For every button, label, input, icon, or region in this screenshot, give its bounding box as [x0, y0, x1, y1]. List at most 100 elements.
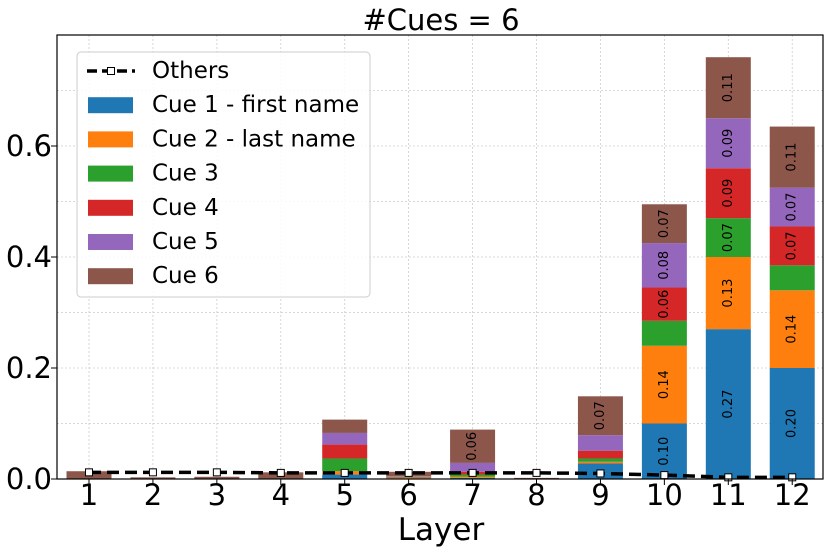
bar-segment: [641, 287, 687, 321]
legend-marker-others: [107, 67, 115, 75]
others-series-line: [89, 470, 793, 480]
x-tick-label: 6: [399, 478, 417, 512]
bar-segment: [386, 476, 432, 478]
bar-value-label: 0.06: [465, 432, 480, 461]
legend-label: Cue 2 - last name: [152, 126, 356, 152]
x-tick-label: 4: [272, 478, 290, 512]
bar-value-label: 0.10: [657, 437, 672, 466]
y-ticks: 0.0 0.2 0.4 0.6: [6, 129, 57, 496]
legend-swatch: [88, 268, 133, 285]
bar-value-label: 0.07: [785, 193, 800, 222]
bar-segment: [705, 218, 751, 257]
x-ticks: 1 2 3 4 5 6 7 8 9 10 11 12: [80, 478, 811, 512]
others-line: [85, 468, 797, 482]
bar-segment: [769, 226, 815, 266]
bar-segment: [450, 429, 496, 463]
x-tick-label: 3: [208, 478, 226, 512]
bar-segment: [705, 257, 751, 330]
others-marker: [340, 468, 349, 477]
bar-segment: [769, 368, 815, 479]
bar-value-label: 0.09: [721, 179, 736, 208]
y-tick-label: 0.6: [6, 129, 52, 163]
x-tick-label: 8: [527, 478, 545, 512]
bar-segment: [705, 118, 751, 169]
y-tick-label: 0.4: [6, 240, 52, 274]
x-tick-label: 7: [463, 478, 481, 512]
bar-value-label: 0.07: [785, 231, 800, 260]
bar-segment: [322, 458, 368, 472]
bar-segment: [577, 461, 623, 464]
x-tick-label: 9: [591, 478, 609, 512]
bar-value-label: 0.07: [721, 223, 736, 252]
bar-value-label: 0.11: [785, 143, 800, 172]
x-tick-label: 11: [710, 478, 747, 512]
legend-swatch: [88, 97, 133, 114]
bar-segment: [322, 419, 368, 433]
legend-swatch: [88, 234, 133, 250]
bar-segment: [577, 396, 623, 436]
others-marker: [212, 468, 221, 477]
others-marker: [596, 469, 605, 478]
bar-value-label: 0.14: [785, 315, 800, 344]
bar-segment: [130, 477, 176, 479]
legend-box: [76, 51, 371, 298]
bar-segment: [769, 126, 815, 188]
bar-segment: [769, 290, 815, 368]
bar-value-label: 0.13: [721, 279, 736, 308]
bar-segment: [641, 243, 687, 288]
bar-value-label: 0.08: [657, 251, 672, 280]
bar-segment: [194, 476, 240, 479]
y-tick-label: 0.0: [6, 462, 52, 496]
x-tick-label: 5: [335, 478, 353, 512]
bar-value-label: 0.11: [721, 73, 736, 102]
x-tick-label: 2: [144, 478, 162, 512]
others-marker: [148, 468, 157, 477]
bars: [66, 57, 815, 479]
bar-segment: [705, 57, 751, 119]
bar-segment: [450, 476, 496, 478]
others-marker: [404, 468, 413, 477]
others-marker: [468, 468, 477, 477]
others-marker: [276, 468, 285, 477]
legend: Others Cue 1 - first name Cue 2 - last nam…: [76, 51, 371, 298]
bar-value-label: 0.27: [721, 390, 736, 419]
x-tick-label: 1: [80, 478, 98, 512]
bar-value-label: 0.07: [657, 209, 672, 238]
legend-label: Cue 3: [152, 161, 219, 187]
bar-segment: [577, 435, 623, 451]
bar-segment: [641, 320, 687, 346]
legend-swatch: [88, 131, 133, 148]
bar-value-label: 0.14: [657, 370, 672, 399]
legend-label: Cue 5: [152, 229, 219, 255]
bar-value-label: 0.07: [593, 401, 608, 430]
bar-segment: [577, 458, 623, 462]
others-marker: [85, 468, 93, 477]
x-axis-label: Layer: [398, 512, 485, 548]
legend-label: Cue 1 - first name: [152, 92, 359, 118]
legend-label-others: Others: [152, 58, 229, 84]
chart-title: #Cues = 6: [362, 3, 519, 37]
bar-value-label: 0.09: [721, 129, 736, 158]
bar-segment: [577, 450, 623, 459]
bar-segment: [705, 168, 751, 219]
others-marker: [532, 468, 541, 477]
bar-segment: [322, 444, 368, 459]
bar-segment: [641, 204, 687, 244]
bar-segment: [322, 432, 368, 445]
bar-segment: [450, 462, 496, 472]
bar-segment: [386, 477, 432, 479]
bar-labels: 0.06 0.07 0.10 0.14 0.06 0.08 0.07 0.27 0.13 0.07…: [465, 73, 800, 465]
legend-label: Cue 4: [152, 195, 219, 221]
legend-label: Cue 6: [152, 263, 219, 289]
legend-swatch: [88, 165, 133, 182]
x-tick-label: 10: [646, 478, 683, 512]
bar-value-label: 0.20: [785, 409, 800, 438]
x-tick-label: 12: [774, 478, 811, 512]
bar-segment: [641, 423, 687, 479]
bar-segment: [769, 265, 815, 291]
bar-segment: [386, 477, 432, 478]
bar-value-label: 0.06: [657, 290, 672, 319]
y-tick-label: 0.2: [6, 351, 52, 385]
bar-segment: [769, 187, 815, 227]
